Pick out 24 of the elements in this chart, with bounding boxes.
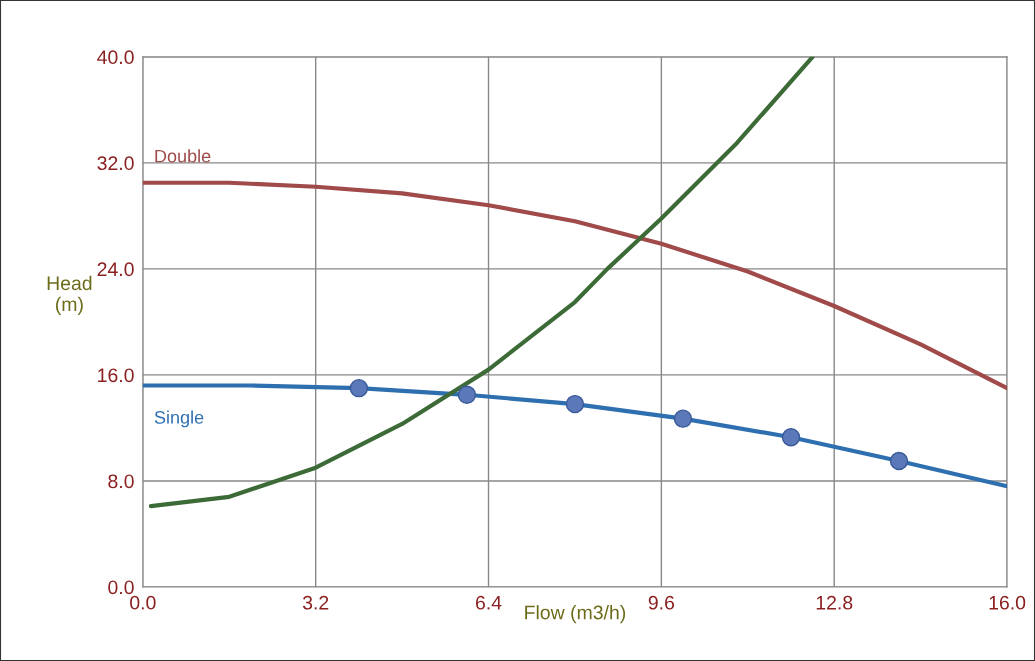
x-axis-title: Flow (m3/h): [525, 605, 626, 624]
point: [673, 409, 693, 428]
series-label: Single: [154, 410, 204, 428]
point: [457, 385, 477, 404]
point: [781, 428, 801, 447]
y-axis-title: Head (m): [47, 275, 92, 315]
y-tick-label: 16.0: [98, 368, 134, 383]
point: [565, 394, 585, 414]
line-series: [148, 56, 815, 509]
x-tick-label: 12.8: [816, 595, 853, 610]
y-tick-label: 40.0: [97, 50, 134, 65]
y-tick-label: 32.0: [97, 156, 134, 171]
point: [889, 451, 909, 471]
x-tick-label: 0.0: [130, 595, 156, 610]
x-tick-label: 6.4: [475, 595, 502, 610]
x-tick-label: 3.2: [302, 595, 329, 610]
line-series: [142, 180, 1008, 391]
y-tick-label: 24.0: [97, 262, 134, 277]
x-tick-label: 9.6: [648, 595, 675, 610]
point: [349, 378, 369, 398]
x-tick-label: 16.0: [989, 595, 1026, 610]
y-tick-label: 8.0: [108, 474, 134, 489]
y-tick-label: 0.0: [108, 580, 134, 595]
series-label: Double: [155, 149, 211, 163]
